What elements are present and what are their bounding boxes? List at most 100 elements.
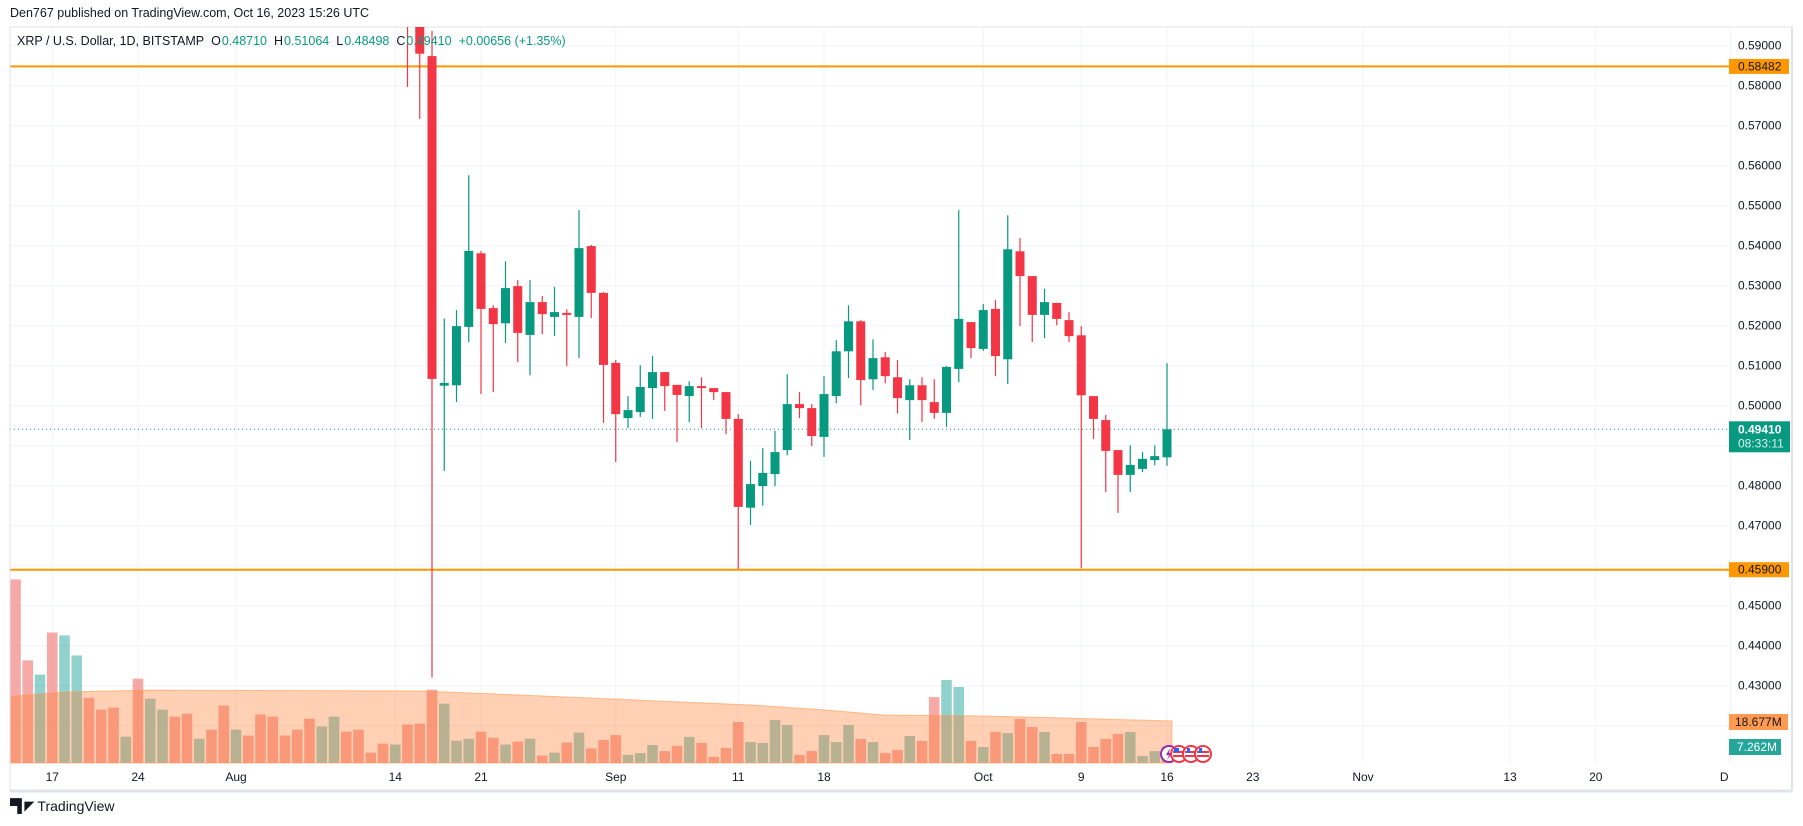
candle-body: [574, 248, 584, 317]
volume-bar: [291, 729, 303, 763]
volume-bar: [904, 736, 916, 763]
footer-brand[interactable]: ▀▌◤ TradingView: [10, 798, 114, 814]
volume-bar: [916, 740, 928, 763]
candle-body: [733, 418, 743, 507]
volume-bar: [316, 726, 328, 763]
volume-bar: [1088, 747, 1099, 763]
volume-bar: [1002, 733, 1014, 763]
symbol-title[interactable]: XRP / U.S. Dollar, 1D, BITSTAMP: [17, 34, 205, 48]
candle-body: [844, 321, 853, 352]
volume-bar: [279, 735, 291, 763]
date-tick-label: 9: [1078, 770, 1085, 784]
volume-bar: [267, 716, 279, 763]
volume-bar: [46, 632, 58, 763]
level-label-top: 0.58482: [1729, 58, 1789, 74]
volume-bar: [1149, 751, 1161, 763]
candle-body: [1089, 396, 1098, 419]
candle-down: [513, 280, 523, 363]
candle-body: [905, 385, 915, 401]
volume-badge: 7.262M: [1729, 739, 1781, 755]
low-label: L: [336, 34, 344, 48]
date-tick-label: 20: [1589, 770, 1603, 784]
date-tick-label: 18: [817, 770, 831, 784]
date-tick-label: 11: [732, 770, 745, 784]
candle-up: [501, 261, 510, 343]
volume-ma-label: 18.677M: [1735, 715, 1782, 729]
volume-bar: [328, 716, 340, 763]
candle-down: [991, 300, 1000, 377]
volume-bar: [794, 754, 805, 763]
candle-down: [1089, 396, 1098, 439]
volume-bar: [157, 709, 168, 763]
candle-up: [770, 430, 780, 487]
date-tick-label: 14: [389, 770, 403, 784]
event-markers[interactable]: [1160, 745, 1212, 763]
candle-body: [1015, 251, 1025, 277]
date-tick-label: 21: [474, 770, 488, 784]
volume-bar: [95, 709, 107, 763]
volume-bar: [696, 742, 707, 763]
candle-body: [586, 246, 596, 293]
candle-up: [623, 396, 633, 429]
price-tick-label: 0.43000: [1738, 679, 1782, 693]
candle-up: [684, 381, 694, 423]
volume-bar: [671, 745, 683, 763]
volume-bar: [144, 698, 156, 763]
candle-up: [782, 374, 792, 456]
volume-bar: [1075, 722, 1087, 763]
price-tick-label: 0.45000: [1738, 599, 1782, 613]
candle-body: [623, 410, 633, 419]
brand-name: TradingView: [37, 798, 115, 814]
price-tick-label: 0.53000: [1738, 279, 1782, 293]
candle-body: [978, 310, 988, 349]
candle-down: [427, 30, 437, 678]
candle-down: [488, 305, 498, 393]
candle-up: [954, 210, 964, 383]
volume-bar: [463, 738, 475, 763]
candle-up: [452, 310, 461, 403]
candle-up: [868, 339, 878, 391]
candle-body: [991, 308, 1000, 357]
candle-body: [672, 384, 682, 395]
candle-body: [648, 372, 657, 389]
candle-body: [611, 362, 621, 415]
open-label: O: [211, 34, 221, 48]
volume-bar: [1100, 738, 1112, 763]
candle-body: [697, 386, 706, 389]
volume-bar: [806, 751, 818, 763]
candle-body: [893, 377, 902, 399]
candle-up: [525, 280, 535, 376]
volume-bar: [10, 579, 21, 763]
level-price-label: 0.45900: [1738, 563, 1782, 577]
price-tick-label: 0.48000: [1738, 479, 1782, 493]
candle-up: [978, 304, 988, 351]
volume-bars: [10, 579, 1173, 763]
candle-body: [966, 322, 976, 349]
volume-bar: [230, 729, 242, 763]
candle-down: [537, 296, 547, 335]
volume-bar: [634, 753, 646, 763]
volume-bar: [524, 738, 536, 763]
candle-down: [966, 322, 976, 359]
candle-down: [1052, 302, 1062, 326]
price-tick-label: 0.57000: [1738, 119, 1782, 133]
volume-bar: [389, 744, 401, 763]
candle-body: [501, 288, 510, 324]
candle-down: [672, 384, 682, 443]
volume-bar: [340, 731, 352, 763]
candle-down: [415, 27, 425, 119]
close-label: C: [396, 34, 406, 48]
volume-bar: [585, 748, 597, 763]
volume-bar: [610, 735, 622, 763]
time-axis[interactable]: 17 24 Aug 14 21 Sep 11 18 Oct 9 16 23 Nov 13 20 Dec: [46, 770, 1742, 784]
volume-bar: [855, 738, 867, 763]
candle-down: [856, 320, 866, 406]
price-axis[interactable]: 0.59000 0.58000 0.57000 0.56000 0.55000 0.540…: [1738, 39, 1782, 693]
volume-bar: [414, 723, 426, 763]
candle-body: [415, 27, 425, 54]
horizontal-levels[interactable]: [10, 65, 1729, 571]
us-flag-event-icon[interactable]: [1194, 745, 1212, 763]
volume-bar: [561, 742, 573, 763]
volume-bar: [990, 731, 1001, 763]
